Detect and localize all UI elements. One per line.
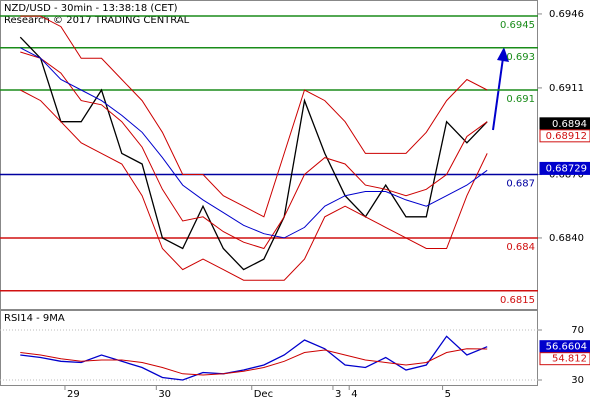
chart-title: NZD/USD - 30min - 13:38:18 (CET) (4, 3, 178, 14)
level-label: 0.684 (506, 242, 535, 253)
series-line (20, 335, 488, 381)
price-box-label: 56.6604 (546, 342, 587, 353)
y-tick-label: 30 (571, 375, 584, 386)
series-line (20, 47, 488, 239)
y-tick-label: 0.6946 (549, 9, 584, 20)
level-label: 0.6815 (500, 295, 535, 306)
price-box-label: 0.6894 (552, 119, 587, 130)
rsi-title: RSI14 - 9MA (4, 313, 65, 324)
x-tick-label: Dec (254, 389, 273, 400)
level-label: 0.687 (506, 179, 535, 190)
x-tick-label: 3 (335, 389, 341, 400)
forecast-arrowhead (497, 47, 509, 62)
forecast-arrow (492, 57, 504, 131)
y-tick-label: 0.6840 (549, 233, 584, 244)
level-label: 0.693 (506, 52, 535, 63)
y-tick-label: 70 (571, 325, 584, 336)
level-label: 0.691 (506, 94, 535, 105)
price-box (539, 161, 590, 175)
series-line (20, 89, 488, 281)
y-tick-label: 0.6911 (549, 83, 584, 94)
series-line (19, 36, 488, 271)
x-tick-label: 30 (158, 389, 171, 400)
main-frame (0, 0, 538, 310)
series-line (20, 348, 488, 376)
price-box-label: 0.68729 (546, 163, 587, 174)
x-tick-label: 4 (351, 389, 357, 400)
y-tick-label: 0.6870 (549, 170, 584, 181)
series-line (20, 15, 488, 218)
price-box (539, 129, 590, 143)
price-box (539, 352, 590, 366)
series-line (20, 51, 488, 250)
price-box-label: 54.812 (552, 354, 587, 365)
x-tick-label: 29 (67, 389, 80, 400)
chart-subtitle: Research © 2017 TRADING CENTRAL (4, 15, 190, 26)
x-tick-label: 5 (445, 389, 451, 400)
price-box-label: 0.68912 (546, 131, 587, 142)
level-label: 0.6945 (500, 20, 535, 31)
rsi-frame (0, 310, 538, 386)
